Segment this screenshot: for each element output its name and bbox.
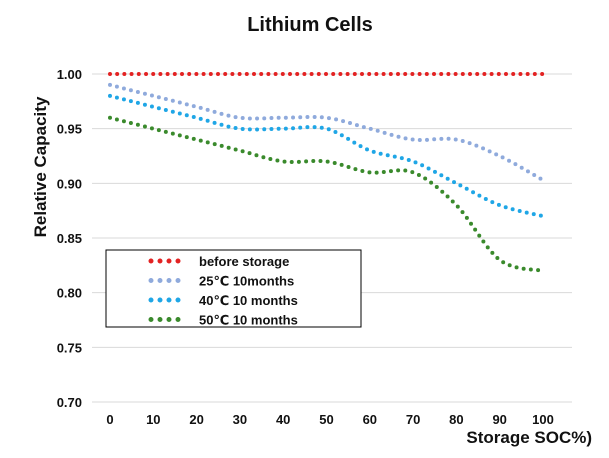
y-tick-label: 0.95 xyxy=(57,122,82,137)
y-axis-label: Relative Capacity xyxy=(31,96,50,237)
legend-box xyxy=(105,249,362,328)
y-tick-label: 0.90 xyxy=(57,176,82,191)
series-group xyxy=(108,72,545,273)
grid-lines xyxy=(92,73,572,403)
x-tick-label: 90 xyxy=(492,412,506,427)
series-line-3 xyxy=(108,115,545,273)
legend-entry-0: before storage xyxy=(199,254,289,269)
x-tick-label: 60 xyxy=(363,412,377,427)
x-axis-label: Storage SOC%) xyxy=(466,428,592,447)
x-tick-label: 0 xyxy=(106,412,113,427)
x-tick-label: 30 xyxy=(233,412,247,427)
x-tick-label: 20 xyxy=(189,412,203,427)
x-tick-label: 70 xyxy=(406,412,420,427)
legend-entry-2: 40℃ 10 months xyxy=(199,293,298,308)
x-tick-label: 50 xyxy=(319,412,333,427)
y-tick-label: 0.85 xyxy=(57,231,82,246)
y-tick-label: 0.75 xyxy=(57,340,82,355)
series-line-2 xyxy=(108,93,545,219)
x-tick-label: 10 xyxy=(146,412,160,427)
chart-title: Lithium Cells xyxy=(247,14,373,36)
series-line-1 xyxy=(108,82,545,183)
x-tick-labels: 0 10 20 30 40 50 60 70 80 90 100 xyxy=(106,412,553,427)
y-tick-label: 1.00 xyxy=(57,67,82,82)
y-tick-label: 0.80 xyxy=(57,286,82,301)
y-tick-label: 0.70 xyxy=(57,395,82,410)
x-tick-label: 80 xyxy=(449,412,463,427)
x-tick-label: 40 xyxy=(276,412,290,427)
y-tick-labels: 0.70 0.75 0.80 0.85 0.90 0.95 1.00 xyxy=(57,67,82,410)
legend: before storage 25℃ 10months 40℃ 10 months 5… xyxy=(105,249,362,328)
x-tick-label: 100 xyxy=(532,412,554,427)
legend-entry-3: 50℃ 10 months xyxy=(199,313,298,328)
legend-entry-1: 25℃ 10months xyxy=(199,274,294,289)
